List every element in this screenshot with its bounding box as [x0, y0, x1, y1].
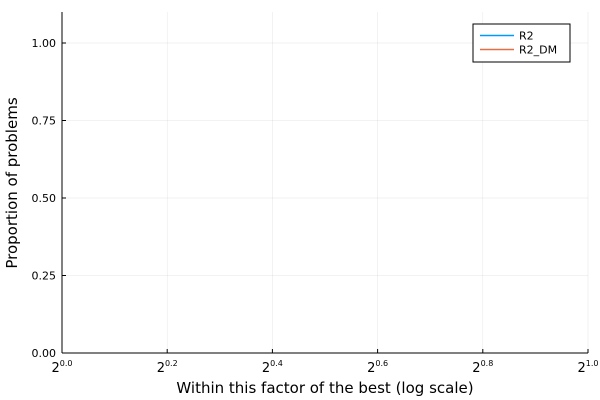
axes [61, 12, 588, 354]
x-axis-label: Within this factor of the best (log scal… [176, 379, 473, 397]
y-tick-label: 1.00 [32, 37, 57, 50]
x-tick-label: 20.6 [367, 359, 388, 376]
legend-box [472, 23, 571, 63]
legend-label-r2: R2 [519, 30, 534, 43]
legend: R2 R2_DM [472, 23, 571, 63]
y-tick-label: 0.25 [32, 270, 57, 283]
y-axis-label: Proportion of problems [3, 97, 21, 268]
grid-lines [62, 12, 589, 353]
x-tick-label: 20.4 [262, 359, 283, 376]
x-tick-label: 20.8 [472, 359, 493, 376]
legend-label-r2-dm: R2_DM [519, 44, 557, 57]
x-tick-labels: 20.0 20.2 20.4 20.6 20.8 21.0 [51, 349, 599, 376]
y-tick-labels: 0.00 0.25 0.50 0.75 1.00 [32, 37, 66, 360]
y-tick-label: 0.75 [32, 115, 57, 128]
y-tick-label: 0.00 [32, 347, 57, 360]
x-tick-label: 21.0 [577, 359, 598, 376]
x-tick-label: 20.2 [157, 359, 178, 376]
y-tick-label: 0.50 [32, 192, 57, 205]
x-tick-label: 20.0 [51, 359, 72, 376]
